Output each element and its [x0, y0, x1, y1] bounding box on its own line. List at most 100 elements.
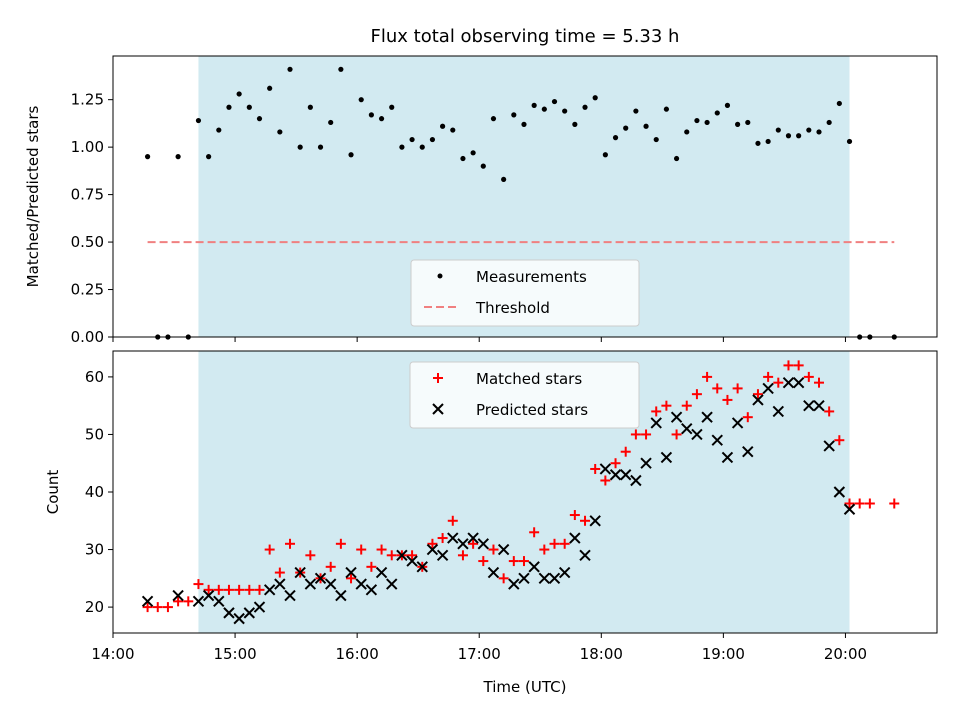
predicted-star-point-stroke — [660, 451, 673, 464]
predicted-star-point — [721, 451, 734, 464]
predicted-star-point — [497, 543, 510, 556]
predicted-star-point-stroke — [497, 543, 510, 556]
measurement-point — [511, 112, 517, 118]
measurement-point — [541, 106, 547, 112]
predicted-star-point — [314, 572, 327, 585]
matched-star-point — [549, 538, 560, 549]
measurement-point — [582, 104, 588, 110]
bottom-x-tick-label: 17:00 — [458, 645, 501, 663]
predicted-star-point-stroke — [711, 434, 723, 446]
matched-stars-legend-marker — [433, 373, 443, 383]
top-y-ticks: 0.00 0.25 0.50 0.75 1.00 1.25 — [71, 91, 113, 346]
matched-stars-points — [142, 360, 900, 613]
predicted-star-point — [324, 578, 337, 590]
matched-star-point — [641, 429, 652, 440]
predicted-star-point-stroke — [335, 589, 347, 602]
predicted-star-point — [386, 578, 398, 590]
measurement-point — [592, 95, 598, 101]
top-y-tick-label: 0.50 — [71, 233, 104, 251]
predicted-star-point-stroke — [294, 566, 306, 579]
matched-star-point — [793, 360, 804, 371]
top-ratio-panel: 0.00 0.25 0.50 0.75 1.00 1.25 Flux total obse… — [24, 26, 938, 346]
predicted-star-point — [599, 463, 612, 475]
bottom-y-tick-label: 50 — [85, 425, 104, 443]
measurement-point — [358, 97, 364, 103]
measurement-point — [724, 102, 731, 108]
predicted-star-point-stroke — [721, 451, 734, 464]
predicted-star-point — [233, 612, 245, 625]
measurement-point — [562, 108, 568, 114]
predicted-star-point — [548, 572, 561, 585]
predicted-star-point-stroke — [701, 411, 713, 423]
predicted-star-point — [436, 549, 449, 562]
measurement-point — [653, 136, 659, 143]
predicted-star-point — [691, 428, 703, 441]
predicted-star-point — [843, 503, 856, 515]
predicted-star-point-stroke — [782, 376, 795, 389]
matched-star-point — [600, 475, 611, 486]
predicted-star-point-stroke — [253, 601, 266, 613]
measurement-point — [775, 127, 781, 133]
predicted-star-point — [742, 446, 754, 458]
matched-star-point — [844, 498, 855, 509]
predicted-star-point-stroke — [548, 572, 561, 585]
matched-star-point — [620, 446, 631, 457]
matched-star-point — [864, 498, 875, 509]
top-y-axis-label: Matched/Predicted stars — [24, 106, 42, 288]
predicted-star-point-stroke — [172, 589, 184, 602]
top-y-tick-label: 1.25 — [71, 91, 104, 109]
measurement-point — [256, 116, 263, 122]
predicted-star-point — [263, 584, 276, 596]
measurement-point — [694, 117, 700, 124]
matched-star-point — [539, 544, 550, 555]
matched-star-point — [356, 544, 367, 555]
predicted-star-point — [192, 595, 205, 608]
measurement-point — [704, 119, 710, 126]
matched-star-point — [376, 544, 387, 555]
matched-star-point — [590, 463, 601, 474]
matched-star-point — [889, 498, 900, 509]
matched-star-point — [722, 394, 733, 405]
predicted-star-point-stroke — [396, 549, 408, 562]
predicted-star-point-stroke — [528, 561, 540, 573]
predicted-star-point — [243, 607, 256, 619]
matched-star-point — [183, 596, 194, 607]
predicted-star-point-stroke — [569, 532, 581, 544]
measurement-point — [572, 121, 578, 127]
matched-star-point — [173, 596, 184, 607]
predicted-stars-legend-marker — [432, 403, 444, 415]
predicted-star-point — [650, 417, 662, 429]
top-axes-frame — [112, 55, 938, 338]
bottom-y-tick-label: 60 — [85, 368, 104, 386]
matched-star-point — [254, 584, 265, 595]
measurement-point — [684, 129, 690, 135]
top-legend-box — [410, 259, 640, 327]
predicted-star-point-stroke — [284, 589, 296, 602]
threshold-legend-label: Threshold — [475, 299, 550, 317]
predicted-star-point-stroke — [538, 572, 551, 585]
predicted-star-point-stroke — [457, 538, 469, 550]
matched-star-point — [366, 561, 377, 572]
predicted-star-point — [487, 566, 500, 579]
measurement-point — [409, 136, 415, 143]
predicted-star-point-stroke — [477, 538, 489, 550]
measurement-point — [195, 117, 202, 124]
predicted-star-point-stroke — [691, 428, 703, 441]
measurement-point — [745, 119, 751, 126]
measurement-point — [175, 154, 181, 160]
x-axis-label: Time (UTC) — [483, 678, 567, 696]
matched-star-point — [630, 429, 641, 440]
predicted-star-point — [335, 589, 347, 602]
measurement-point — [216, 127, 222, 133]
top-legend: Measurements Threshold — [410, 259, 640, 327]
matched-star-point — [407, 550, 418, 561]
bottom-x-tick-label: 18:00 — [580, 645, 623, 663]
measurement-point — [206, 154, 212, 160]
matched-star-point — [346, 573, 357, 584]
bottom-x-tick-label: 14:00 — [91, 645, 134, 663]
predicted-star-point — [477, 538, 489, 550]
predicted-star-point-stroke — [589, 515, 601, 527]
matched-stars-legend-label: Matched stars — [476, 370, 582, 388]
predicted-star-point — [630, 474, 642, 487]
